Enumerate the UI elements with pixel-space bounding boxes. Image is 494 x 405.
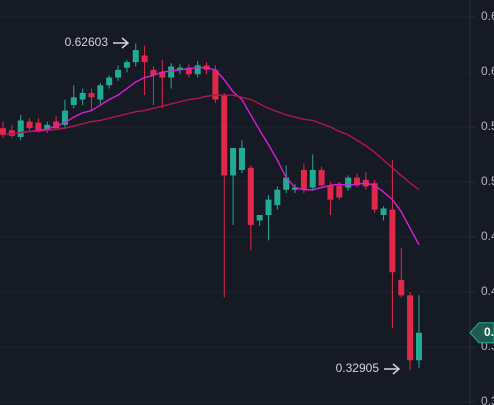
candle-body: [336, 185, 343, 198]
candle-body: [238, 147, 245, 170]
y-tick-label: 0.5: [481, 174, 494, 188]
plot-area: [0, 43, 422, 371]
grid: [0, 16, 470, 403]
candle-body: [150, 69, 157, 76]
candle-body: [53, 121, 60, 129]
candle-body: [407, 295, 414, 361]
last-price-marker: [469, 322, 494, 344]
candle-body: [327, 185, 334, 200]
candle-body: [256, 215, 263, 221]
candle-body: [61, 110, 68, 125]
candle-body: [0, 128, 6, 135]
candle-body: [371, 183, 378, 210]
high-arrow: [113, 37, 130, 49]
candle-body: [380, 208, 387, 216]
candle-body: [194, 65, 201, 75]
candle-body: [389, 209, 396, 273]
candle-body: [141, 55, 148, 63]
candle-body: [230, 147, 237, 176]
candle-body: [274, 189, 281, 206]
y-tick-label: 0.55: [481, 119, 494, 133]
candle-body: [345, 177, 352, 188]
y-tick-label: 0.4: [481, 284, 494, 298]
candle-body: [265, 199, 272, 216]
candle-body: [221, 95, 228, 176]
high-annotation: 0.62603: [65, 35, 130, 49]
candle-body: [415, 332, 422, 361]
candle-body: [168, 66, 175, 78]
candle-body: [283, 177, 290, 190]
candle-body: [354, 177, 360, 186]
candle-body: [17, 120, 24, 137]
candle-body: [35, 122, 42, 131]
candle-body: [88, 92, 95, 98]
last-price-tag: 0.363: [469, 322, 494, 344]
candle-body: [44, 124, 51, 131]
candle-body: [309, 169, 316, 188]
candle-body: [398, 279, 405, 296]
low-label: 0.32905: [336, 361, 380, 375]
low-arrow: [384, 363, 401, 375]
last-price-label: 0.363: [484, 325, 494, 339]
candle-body: [106, 77, 113, 86]
candle-body: [212, 69, 219, 100]
candle-body: [247, 167, 254, 225]
candle-body: [97, 85, 104, 100]
low-annotation: 0.32905: [336, 361, 401, 375]
high-label: 0.62603: [65, 35, 109, 49]
candle-body: [159, 72, 166, 78]
candle-body: [132, 50, 139, 63]
candle-body: [115, 69, 122, 78]
moving-average: [2, 94, 420, 191]
candle-body: [318, 169, 325, 186]
candle-body: [185, 67, 192, 75]
y-tick-label: 0.3: [481, 394, 494, 405]
candle-body: [26, 121, 33, 129]
candle-body: [79, 92, 86, 100]
moving-average: [20, 66, 420, 246]
y-tick-label: 0.6: [481, 64, 494, 78]
candle-body: [292, 187, 299, 190]
y-tick-label: 0.65: [481, 9, 494, 23]
candle-body: [300, 169, 307, 190]
candle-body: [70, 97, 77, 106]
candle-body: [177, 67, 183, 70]
y-tick-label: 0.45: [481, 229, 494, 243]
candle-body: [123, 62, 130, 68]
